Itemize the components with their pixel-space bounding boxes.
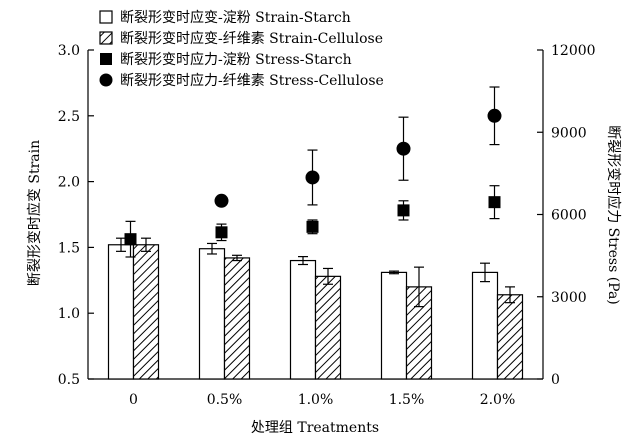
marker-stress-starch	[215, 226, 228, 239]
left-ticks: 0.5 1.0 1.5 2.0 2.5 3.0	[58, 43, 94, 388]
marker-stress-cellulose	[487, 108, 502, 123]
legend: 断裂形变时应变-淀粉 Strain-Starch 断裂形变时应变-纤维素 Str…	[99, 9, 384, 89]
bar-strain-cellulose	[132, 244, 160, 380]
right-tick-label: 0	[551, 372, 560, 388]
x-tick-label: 2.0%	[480, 392, 516, 408]
bars	[107, 237, 524, 380]
bar-strain-starch	[289, 259, 317, 380]
legend-label-strain-cellulose: 断裂形变时应变-纤维素 Strain-Cellulose	[120, 30, 383, 47]
x-ticks: 0 0.5% 1.0% 1.5% 2.0%	[129, 374, 515, 408]
bar-strain-starch	[198, 248, 226, 380]
legend-label-strain-starch: 断裂形变时应变-淀粉 Strain-Starch	[120, 9, 351, 26]
marker-stress-starch	[397, 204, 410, 217]
marker-stress-starch	[488, 196, 501, 209]
x-tick-label: 1.0%	[298, 392, 334, 408]
bar-strain-cellulose	[223, 257, 251, 380]
right-tick-label: 3000	[551, 290, 587, 306]
x-tick-label: 0	[129, 392, 138, 408]
marker-stress-starch	[306, 220, 319, 233]
marker-stress-starch	[124, 233, 137, 246]
right-tick-label: 12000	[551, 43, 596, 59]
left-tick-label: 1.5	[58, 240, 80, 256]
legend-swatch-stress-cellulose	[99, 73, 113, 87]
legend-swatch-strain-starch	[99, 10, 113, 24]
legend-swatch-strain-cellulose	[99, 31, 113, 45]
left-tick-label: 2.0	[58, 175, 80, 191]
legend-swatch-stress-starch	[100, 53, 112, 65]
left-tick-label: 0.5	[58, 372, 80, 388]
bar-strain-cellulose	[314, 275, 342, 380]
y-axis-left-label: 断裂形变时应变 Strain	[26, 140, 43, 286]
right-tick-label: 6000	[551, 208, 587, 224]
left-tick-label: 1.0	[58, 306, 80, 322]
x-tick-label: 0.5%	[207, 392, 243, 408]
bar-strain-starch	[471, 271, 499, 380]
y-axis-right-label: 断裂形变时应力 Stress (Pa)	[605, 125, 622, 305]
left-tick-label: 3.0	[58, 43, 80, 59]
marker-stress-cellulose	[214, 193, 229, 208]
left-tick-label: 2.5	[58, 109, 80, 125]
legend-label-stress-starch: 断裂形变时应力-淀粉 Stress-Starch	[120, 51, 352, 68]
x-tick-label: 1.5%	[389, 392, 425, 408]
markers	[124, 86, 502, 258]
legend-label-stress-cellulose: 断裂形变时应力-纤维素 Stress-Cellulose	[120, 72, 384, 89]
marker-stress-cellulose	[396, 141, 411, 156]
bar-strain-starch	[107, 244, 135, 380]
marker-stress-cellulose	[305, 170, 320, 185]
right-ticks: 0 3000 6000 9000 12000	[537, 43, 596, 388]
right-tick-label: 9000	[551, 125, 587, 141]
bar-strain-starch	[380, 271, 408, 380]
bar-strain-cellulose	[496, 294, 524, 380]
x-axis-label: 处理组 Treatments	[251, 420, 379, 436]
